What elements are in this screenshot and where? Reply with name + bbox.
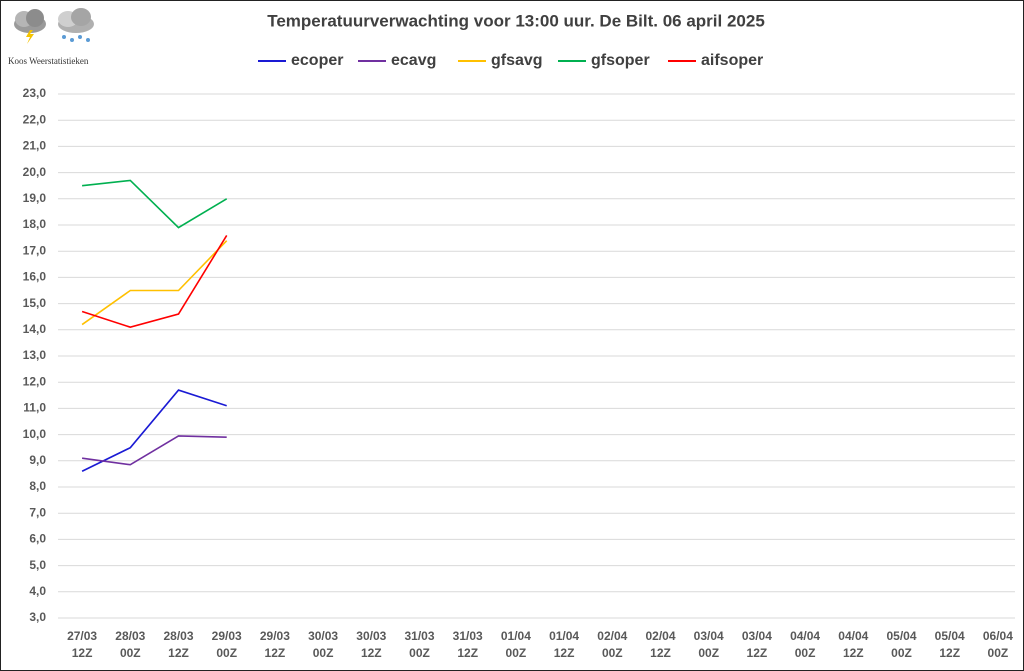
series-line bbox=[81, 240, 228, 326]
x-tick-label: 02/04 12Z bbox=[645, 629, 675, 660]
y-tick-label: 8,0 bbox=[29, 479, 46, 493]
y-tick-label: 3,0 bbox=[29, 610, 46, 624]
y-tick-label: 15,0 bbox=[23, 296, 47, 310]
x-tick-label: 01/04 12Z bbox=[549, 629, 579, 660]
y-tick-label: 22,0 bbox=[23, 112, 47, 126]
x-tick-label: 04/04 12Z bbox=[838, 629, 868, 660]
y-tick-label: 21,0 bbox=[23, 139, 47, 153]
legend-label: ecoper bbox=[291, 52, 343, 69]
legend-label: gfsoper bbox=[591, 52, 650, 69]
series-line bbox=[81, 435, 227, 466]
y-tick-label: 4,0 bbox=[29, 584, 46, 598]
chart-title: Temperatuurverwachting voor 13:00 uur. D… bbox=[267, 11, 765, 30]
y-tick-label: 16,0 bbox=[23, 270, 47, 284]
legend-label: gfsavg bbox=[491, 52, 543, 69]
x-tick-label: 30/03 00Z bbox=[308, 629, 338, 660]
legend-label: aifsoper bbox=[701, 52, 763, 69]
source: Koos Weerstatistieken bbox=[8, 56, 89, 66]
x-tick-label: 31/03 12Z bbox=[453, 629, 483, 660]
x-tick-label: 03/04 12Z bbox=[742, 629, 772, 660]
x-tick-label: 27/03 12Z bbox=[67, 629, 97, 660]
y-tick-label: 17,0 bbox=[23, 243, 47, 257]
y-tick-label: 7,0 bbox=[29, 505, 46, 519]
y-tick-label: 9,0 bbox=[29, 453, 46, 467]
y-tick-label: 18,0 bbox=[23, 217, 47, 231]
series-line bbox=[82, 179, 228, 229]
x-tick-label: 29/03 00Z bbox=[212, 629, 242, 660]
logo bbox=[14, 8, 94, 44]
y-tick-label: 10,0 bbox=[23, 427, 47, 441]
y-tick-label: 5,0 bbox=[29, 558, 46, 572]
x-tick-label: 06/04 00Z bbox=[983, 629, 1013, 660]
x-tick-label: 05/04 12Z bbox=[935, 629, 965, 660]
y-tick-label: 13,0 bbox=[23, 348, 47, 362]
series-line bbox=[81, 235, 228, 329]
x-tick-label: 02/04 00Z bbox=[597, 629, 627, 660]
y-tick-label: 23,0 bbox=[23, 86, 47, 100]
x-tick-label: 03/04 00Z bbox=[694, 629, 724, 660]
y-tick-label: 14,0 bbox=[23, 322, 47, 336]
x-tick-label: 30/03 12Z bbox=[356, 629, 386, 660]
x-tick-label: 04/04 00Z bbox=[790, 629, 820, 660]
y-tick-label: 6,0 bbox=[29, 532, 46, 546]
series-line bbox=[81, 389, 227, 472]
x-tick-label: 29/03 12Z bbox=[260, 629, 290, 660]
x-tick-label: 01/04 00Z bbox=[501, 629, 531, 660]
y-tick-label: 11,0 bbox=[23, 401, 46, 415]
legend-label: ecavg bbox=[391, 52, 436, 69]
x-tick-label: 28/03 00Z bbox=[115, 629, 145, 660]
y-tick-label: 12,0 bbox=[23, 374, 47, 388]
x-tick-label: 28/03 12Z bbox=[163, 629, 193, 660]
y-tick-label: 19,0 bbox=[23, 191, 47, 205]
x-tick-label: 05/04 00Z bbox=[886, 629, 916, 660]
y-tick-label: 20,0 bbox=[23, 165, 47, 179]
x-tick-label: 31/03 00Z bbox=[404, 629, 434, 660]
